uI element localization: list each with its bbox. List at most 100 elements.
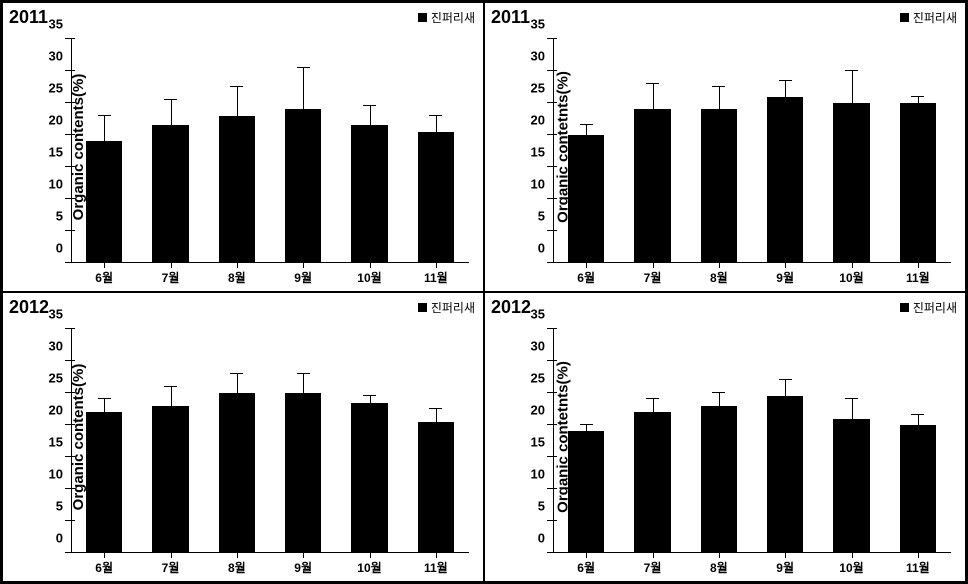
bar bbox=[351, 125, 387, 263]
y-tick-inner bbox=[553, 360, 557, 361]
error-cap bbox=[911, 414, 924, 415]
x-tick bbox=[436, 263, 437, 268]
y-tick-label: 5 bbox=[56, 209, 63, 224]
panel-title: 2012 bbox=[491, 297, 531, 318]
y-tick-inner bbox=[71, 38, 75, 39]
x-tick bbox=[303, 263, 304, 268]
legend: 진퍼리새 bbox=[900, 299, 957, 316]
x-tick-label: 7월 bbox=[162, 269, 180, 286]
error-cap bbox=[646, 83, 659, 84]
x-tick bbox=[104, 553, 105, 558]
bar bbox=[219, 116, 255, 263]
y-tick-label: 30 bbox=[531, 49, 545, 64]
bar bbox=[568, 431, 604, 553]
y-tick-inner bbox=[71, 520, 75, 521]
error-bar bbox=[785, 380, 786, 396]
error-cap bbox=[164, 386, 177, 387]
bar bbox=[634, 412, 670, 553]
error-bar bbox=[303, 374, 304, 393]
y-tick-inner bbox=[553, 424, 557, 425]
x-tick bbox=[586, 263, 587, 268]
x-tick bbox=[653, 263, 654, 268]
error-cap bbox=[580, 124, 593, 125]
error-cap bbox=[297, 373, 310, 374]
x-tick bbox=[852, 263, 853, 268]
legend-label: 진퍼리새 bbox=[913, 9, 957, 26]
x-tick-label: 6월 bbox=[95, 559, 113, 576]
error-bar bbox=[171, 100, 172, 126]
bar bbox=[634, 109, 670, 263]
x-tick bbox=[370, 553, 371, 558]
bar bbox=[701, 406, 737, 553]
bar bbox=[86, 141, 122, 263]
y-tick-label: 15 bbox=[531, 145, 545, 160]
x-tick-label: 10월 bbox=[839, 559, 863, 576]
bar bbox=[701, 109, 737, 263]
y-tick-inner bbox=[553, 456, 557, 457]
x-tick-label: 9월 bbox=[776, 269, 794, 286]
error-bar bbox=[237, 374, 238, 393]
y-tick-inner bbox=[71, 262, 75, 263]
y-tick-inner bbox=[71, 328, 75, 329]
y-tick-inner bbox=[71, 456, 75, 457]
y-tick-inner bbox=[71, 230, 75, 231]
error-cap bbox=[712, 392, 725, 393]
bar bbox=[285, 393, 321, 553]
panel-2: 2012 진퍼리새 Organic contents(%) 0510152025… bbox=[2, 292, 484, 582]
y-tick-label: 15 bbox=[531, 435, 545, 450]
panel-title: 2012 bbox=[9, 297, 49, 318]
error-cap bbox=[230, 86, 243, 87]
y-tick-inner bbox=[553, 134, 557, 135]
x-tick-label: 6월 bbox=[577, 559, 595, 576]
x-tick bbox=[104, 263, 105, 268]
x-tick-label: 11월 bbox=[906, 559, 930, 576]
y-tick-label: 30 bbox=[531, 339, 545, 354]
error-cap bbox=[98, 398, 111, 399]
x-tick-label: 6월 bbox=[577, 269, 595, 286]
error-bar bbox=[653, 84, 654, 110]
x-tick bbox=[852, 553, 853, 558]
y-tick-inner bbox=[71, 70, 75, 71]
y-tick-label: 5 bbox=[56, 499, 63, 514]
panel-0: 2011 진퍼리새 Organic contents(%) 0510152025… bbox=[2, 2, 484, 292]
panel-title: 2011 bbox=[491, 7, 530, 28]
y-tick-inner bbox=[71, 198, 75, 199]
y-tick-inner bbox=[553, 328, 557, 329]
x-tick-label: 9월 bbox=[294, 559, 312, 576]
x-tick-label: 10월 bbox=[357, 559, 381, 576]
y-tick-inner bbox=[553, 262, 557, 263]
error-cap bbox=[712, 86, 725, 87]
y-tick-label: 15 bbox=[49, 145, 63, 160]
legend-square-icon bbox=[418, 13, 427, 22]
legend: 진퍼리새 bbox=[418, 299, 475, 316]
bar bbox=[833, 103, 869, 263]
y-tick-label: 5 bbox=[538, 499, 545, 514]
x-tick-label: 11월 bbox=[424, 559, 448, 576]
y-tick-inner bbox=[71, 134, 75, 135]
y-tick-inner bbox=[553, 520, 557, 521]
bar bbox=[767, 97, 803, 263]
error-bar bbox=[303, 68, 304, 110]
error-bar bbox=[586, 425, 587, 431]
x-tick bbox=[719, 263, 720, 268]
error-cap bbox=[646, 398, 659, 399]
y-tick-inner bbox=[71, 166, 75, 167]
y-tick-label: 10 bbox=[531, 177, 545, 192]
legend-square-icon bbox=[418, 303, 427, 312]
y-tick-inner bbox=[553, 230, 557, 231]
x-tick bbox=[785, 263, 786, 268]
x-tick bbox=[785, 553, 786, 558]
x-tick-label: 8월 bbox=[710, 269, 728, 286]
legend-label: 진퍼리새 bbox=[431, 299, 475, 316]
y-tick-inner bbox=[553, 392, 557, 393]
error-bar bbox=[237, 87, 238, 116]
x-tick-label: 7월 bbox=[644, 559, 662, 576]
y-tick-inner bbox=[553, 198, 557, 199]
y-tick-label: 35 bbox=[49, 17, 63, 32]
bar bbox=[219, 393, 255, 553]
error-cap bbox=[779, 379, 792, 380]
error-bar bbox=[104, 116, 105, 142]
bar bbox=[152, 406, 188, 553]
x-tick bbox=[237, 263, 238, 268]
panel-title: 2011 bbox=[9, 7, 48, 28]
